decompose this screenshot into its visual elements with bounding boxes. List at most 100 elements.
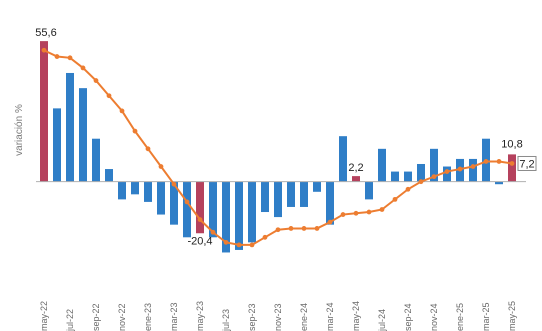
bar-dic-22 — [131, 181, 139, 195]
bar-feb-24 — [313, 181, 321, 192]
trend-point-nov-23 — [275, 227, 281, 233]
bar-jun-23 — [209, 181, 217, 238]
trend-point-mar-23 — [171, 181, 177, 187]
bar-jul-23 — [222, 181, 230, 253]
trend-point-ago-23 — [236, 242, 242, 248]
x-tick-nov-23: nov-23 — [273, 303, 283, 331]
trend-point-mar-24 — [327, 219, 333, 225]
bar-sep-22 — [92, 138, 100, 182]
trend-point-abr-23 — [184, 199, 190, 205]
trend-point-abr-24 — [340, 212, 346, 217]
trend-point-sep-23 — [249, 242, 255, 248]
trend-point-jul-24 — [379, 207, 385, 212]
x-tick-sep-22: sep-22 — [91, 303, 101, 331]
x-tick-may-23: may-23 — [195, 301, 205, 331]
bar-mar-23 — [170, 181, 178, 225]
bar-ago-22 — [79, 88, 87, 182]
bar-nov-22 — [118, 181, 126, 200]
x-tick-ene-23: ene-23 — [143, 303, 153, 331]
trend-point-may-24 — [353, 210, 359, 216]
trend-point-may-25 — [509, 161, 515, 166]
bar-feb-23 — [157, 181, 165, 215]
bar-jul-22 — [66, 72, 74, 182]
trend-point-abr-25 — [496, 159, 502, 164]
bar-abr-24 — [339, 136, 347, 182]
bar-may-23 — [196, 181, 204, 234]
x-tick-ene-24: ene-24 — [299, 303, 309, 331]
data-label-may-22: 55,6 — [35, 27, 56, 39]
bar-may-25 — [508, 154, 516, 182]
x-tick-jul-24: jul-24 — [377, 309, 387, 331]
trend-point-may-22 — [41, 47, 47, 53]
bar-ene-24 — [300, 181, 308, 207]
trend-point-sep-24 — [405, 186, 411, 192]
bar-ene-23 — [144, 181, 152, 202]
trend-point-oct-23 — [262, 234, 268, 240]
x-tick-sep-23: sep-23 — [247, 303, 257, 331]
trend-point-ene-23 — [145, 146, 151, 152]
x-tick-jul-22: jul-22 — [65, 309, 75, 331]
trend-point-feb-25 — [470, 164, 476, 169]
bar-nov-23 — [274, 181, 282, 218]
bar-ago-23 — [235, 181, 243, 250]
bar-dic-24 — [443, 166, 451, 182]
bar-may-24 — [352, 176, 360, 182]
trend-point-dic-24 — [444, 169, 450, 174]
trend-point-jul-23 — [223, 239, 229, 245]
trend-point-sep-22 — [93, 78, 99, 83]
trend-point-nov-24 — [431, 174, 437, 180]
trend-point-feb-24 — [314, 226, 320, 231]
bar-abr-25 — [495, 181, 503, 185]
trend-point-may-23 — [197, 217, 203, 223]
trend-last-value-box — [517, 155, 537, 171]
trend-point-nov-22 — [119, 108, 125, 114]
bar-dic-23 — [287, 181, 295, 207]
x-tick-nov-24: nov-24 — [429, 303, 439, 331]
x-tick-mar-23: mar-23 — [169, 302, 179, 331]
trend-point-ago-24 — [392, 196, 398, 202]
bar-sep-23 — [248, 181, 256, 243]
bar-abr-23 — [183, 181, 191, 238]
x-tick-mar-24: mar-24 — [325, 302, 335, 331]
trend-point-dic-22 — [132, 128, 138, 134]
trend-point-jun-22 — [54, 54, 60, 59]
bar-nov-24 — [430, 148, 438, 182]
bars — [40, 41, 516, 253]
bar-ago-24 — [391, 171, 399, 182]
trend-point-jun-24 — [366, 209, 372, 215]
bar-jun-22 — [53, 108, 61, 182]
trend-point-ago-22 — [80, 65, 86, 71]
trend-point-mar-25 — [483, 159, 489, 164]
bar-jun-24 — [365, 181, 373, 200]
bar-oct-24 — [417, 163, 425, 182]
bar-jul-24 — [378, 148, 386, 182]
trend-points — [41, 47, 515, 248]
bar-oct-22 — [105, 169, 113, 182]
x-tick-sep-24: sep-24 — [403, 303, 413, 331]
x-tick-jul-23: jul-23 — [221, 309, 231, 331]
x-tick-labels: may-22 jul-22 sep-22 nov-22 ene-23 mar-23 may-… — [39, 301, 517, 331]
x-tick-ene-25: ene-25 — [455, 303, 465, 331]
trend-point-dic-23 — [288, 226, 294, 231]
x-tick-may-25: may-25 — [507, 301, 517, 331]
y-axis-label: variación % — [14, 104, 25, 156]
bar-mar-24 — [326, 181, 334, 225]
trend-point-ene-25 — [457, 166, 463, 172]
trend-point-feb-23 — [158, 164, 164, 169]
data-label-may-25: 10,8 — [501, 138, 522, 150]
trend-point-jun-23 — [210, 229, 216, 235]
bar-may-22 — [40, 41, 48, 182]
trend-last-value-label: 7,2 — [519, 158, 534, 170]
x-tick-may-24: may-24 — [351, 301, 361, 331]
x-tick-mar-25: mar-25 — [481, 302, 491, 331]
bar-oct-23 — [261, 181, 269, 213]
data-label-may-23: -20,4 — [187, 235, 212, 247]
trend-point-ene-24 — [301, 226, 307, 231]
trend-point-oct-24 — [418, 179, 424, 185]
x-tick-may-22: may-22 — [39, 301, 49, 331]
data-labels: 55,6 -20,4 2,2 10,8 7,2 — [35, 27, 537, 247]
x-tick-nov-22: nov-22 — [117, 303, 127, 331]
bar-feb-25 — [469, 158, 477, 182]
bar-sep-24 — [404, 171, 412, 182]
